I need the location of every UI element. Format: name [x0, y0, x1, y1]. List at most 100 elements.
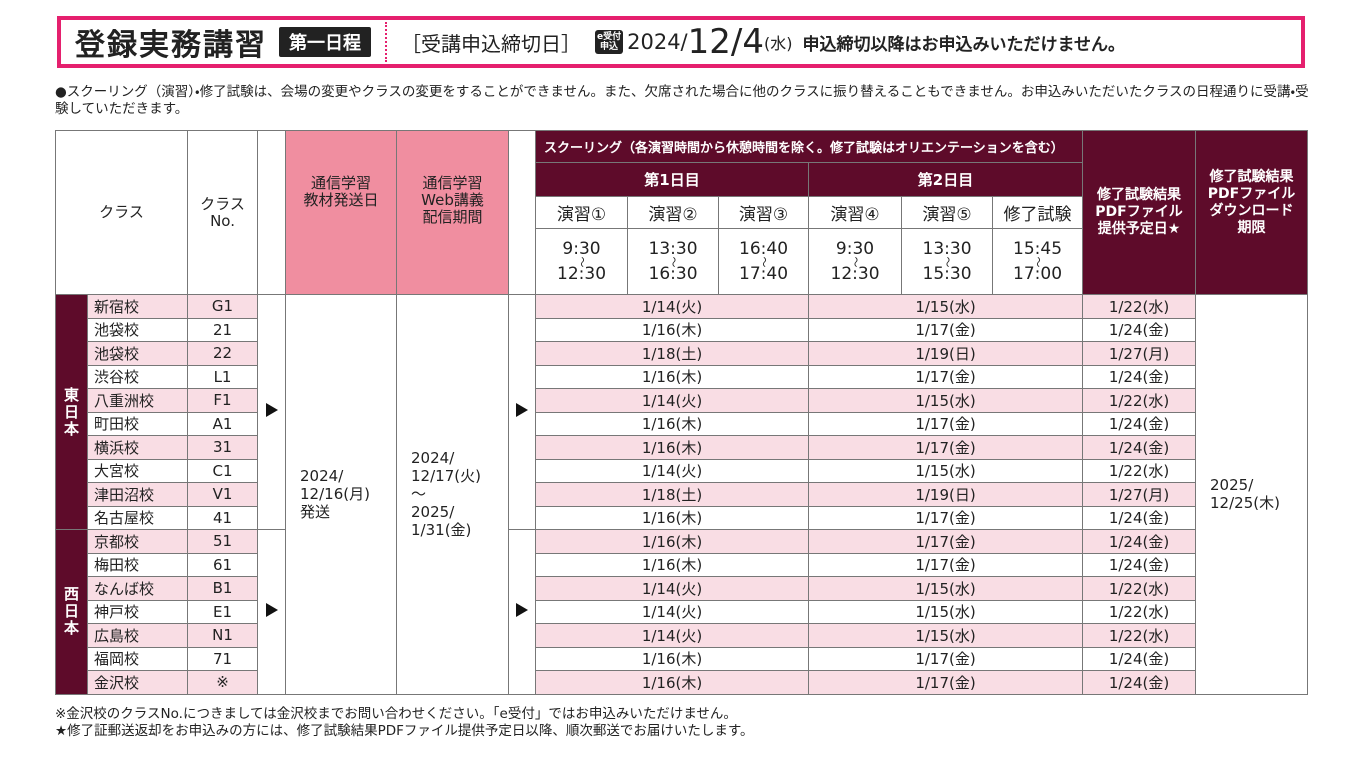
session-name: 演習④: [808, 196, 903, 229]
arrow-shape: [265, 602, 278, 617]
day1-date: 1/14(火): [535, 458, 810, 483]
header-blank: [508, 130, 537, 295]
text-line: Web講義: [421, 191, 484, 209]
notice: ●スクーリング（演習）・修了試験は、会場の変更やクラスの変更をすることができませ…: [55, 84, 1309, 117]
day1-date: 1/16(木): [535, 317, 810, 342]
footnote: ★修了証郵送返却をお申込みの方には、修了試験結果PDFファイル提供予定日以降、順…: [55, 723, 754, 739]
school: 町田校: [86, 411, 189, 436]
pdf-date: 1/22(水): [1082, 623, 1197, 648]
divider: [385, 22, 387, 62]
e-badge-line: 申込: [600, 42, 619, 52]
header-pdf: 修了試験結果 PDFファイル 提供予定日★: [1082, 130, 1197, 295]
time-start: 15:45: [1013, 238, 1063, 259]
e-badge-line: e受付: [597, 32, 622, 42]
schedule-table: クラス クラス No. 通信学習 教材発送日 通信学習 Web講義 配信期間 スクーリング（各演…: [54, 130, 1309, 695]
time-separator: 〜: [757, 256, 771, 267]
time-end: 15:30: [922, 263, 972, 284]
class-no: G1: [187, 294, 259, 319]
day2-date: 1/17(金): [808, 411, 1084, 436]
day2-date: 1/15(水): [808, 458, 1084, 483]
arrow-cell: [257, 294, 287, 530]
text-line: 12/17(火): [411, 467, 481, 486]
text-line: 12/16(月): [300, 485, 370, 504]
pdf-date: 1/24(金): [1082, 411, 1197, 436]
class-no: ※: [187, 670, 259, 695]
text-line: 2024/: [411, 449, 455, 468]
school: 新宿校: [86, 294, 189, 319]
pdf-date: 1/24(金): [1082, 646, 1197, 671]
day2-date: 1/17(金): [808, 364, 1084, 389]
header-class-no: クラス No.: [187, 130, 259, 295]
pdf-date: 1/22(水): [1082, 599, 1197, 624]
school: 八重洲校: [86, 388, 189, 413]
class-no: E1: [187, 599, 259, 624]
session-name: 演習①: [535, 196, 629, 229]
header-blank: [257, 130, 287, 295]
day1-date: 1/16(木): [535, 364, 810, 389]
arrow-cell: [257, 529, 287, 695]
arrow: [265, 403, 278, 417]
header-row: クラス クラス No. 通信学習 教材発送日 通信学習 Web講義 配信期間 スクーリング（各演…: [54, 130, 1309, 295]
time-separator: 〜: [575, 256, 589, 267]
day1-date: 1/14(火): [535, 623, 810, 648]
class-no: F1: [187, 388, 259, 413]
arrow: [516, 602, 529, 617]
session-name: 演習③: [718, 196, 810, 229]
pdf-date: 1/27(月): [1082, 482, 1197, 507]
school: 大宮校: [86, 458, 189, 483]
text-line: クラス: [200, 194, 245, 213]
data-row: 東日本 新宿校 G1 2024/12/16(月) 発送 2024/12/17(火) 〜 202…: [55, 294, 1309, 695]
time-end: 16:30: [648, 263, 698, 284]
pdf-date: 1/22(水): [1082, 388, 1197, 413]
class-no: 41: [187, 505, 259, 530]
header-row: 演習① 演習② 演習③ 演習④ 演習⑤ 修了試験: [56, 196, 1308, 229]
session-name: 演習②: [627, 196, 720, 229]
data-row: 福岡校 71 1/16(木) 1/17(金) 1/24(金): [56, 646, 1308, 671]
class-no: 31: [187, 435, 259, 460]
class-no: N1: [187, 623, 259, 648]
pdf-date: 1/24(金): [1082, 317, 1197, 342]
class-no: 71: [187, 646, 259, 671]
day1-date: 1/16(木): [535, 411, 810, 436]
arrow: [516, 403, 529, 417]
day2-date: 1/17(金): [808, 317, 1084, 342]
header-class: クラス: [54, 130, 189, 295]
data-row: 広島校 N1 1/14(火) 1/15(水) 1/22(水): [56, 623, 1308, 648]
day1-date: 1/16(木): [535, 646, 810, 671]
school: 広島校: [86, 623, 189, 648]
session-name: 修了試験: [992, 196, 1084, 229]
school: 渋谷校: [86, 364, 189, 389]
text-line: 提供予定日★: [1097, 221, 1181, 237]
text-line: 期限: [1237, 220, 1266, 236]
pdf-date: 1/24(金): [1082, 552, 1197, 577]
header-schooling: スクーリング（各演習時間から休憩時間を除く。修了試験はオリエンテーションを含む）: [535, 130, 1084, 163]
school: なんば校: [86, 576, 189, 601]
time-start: 16:40: [739, 238, 789, 259]
day2-date: 1/15(水): [808, 623, 1084, 648]
class-no: 61: [187, 552, 259, 577]
session-time: 13:30 〜 15:30: [901, 228, 994, 295]
text-line: 2025/: [1210, 476, 1254, 495]
time-end: 12:30: [830, 263, 880, 284]
deadline-weekday: (水): [764, 34, 793, 53]
download-deadline: 2025/12/25(木): [1195, 294, 1309, 695]
time-end: 17:00: [1013, 263, 1063, 284]
data-row: 西日本 京都校 51 1/16(木) 1/17(金) 1/24(金): [55, 529, 1308, 695]
session-time: 16:40 〜 17:40: [718, 228, 810, 295]
text-line: PDFファイル: [1207, 186, 1296, 202]
pdf-date: 1/27(月): [1082, 341, 1197, 366]
text-line: ダウンロード: [1209, 203, 1294, 219]
text-line: 通信学習: [422, 174, 483, 192]
footnotes: ※金沢校のクラスNo.につきましては金沢校までお問い合わせください。「e受付」で…: [55, 706, 754, 740]
day2-date: 1/17(金): [808, 646, 1084, 671]
day1-date: 1/16(木): [535, 529, 810, 554]
region: 東日本: [55, 294, 88, 530]
data-row: 金沢校 ※ 1/16(木) 1/17(金) 1/24(金): [56, 670, 1308, 695]
header-box: 登録実務講習 第一日程 ［受講申込締切日］ e受付 申込 2024/ 12/4 (…: [57, 16, 1305, 68]
time-separator: 〜: [1031, 256, 1045, 267]
day2-date: 1/19(日): [808, 482, 1084, 507]
text-line: 2024/: [300, 467, 344, 486]
pdf-date: 1/24(金): [1082, 529, 1197, 554]
data-row: 名古屋校 41 1/16(木) 1/17(金) 1/24(金): [56, 505, 1308, 530]
class-no: V1: [187, 482, 259, 507]
